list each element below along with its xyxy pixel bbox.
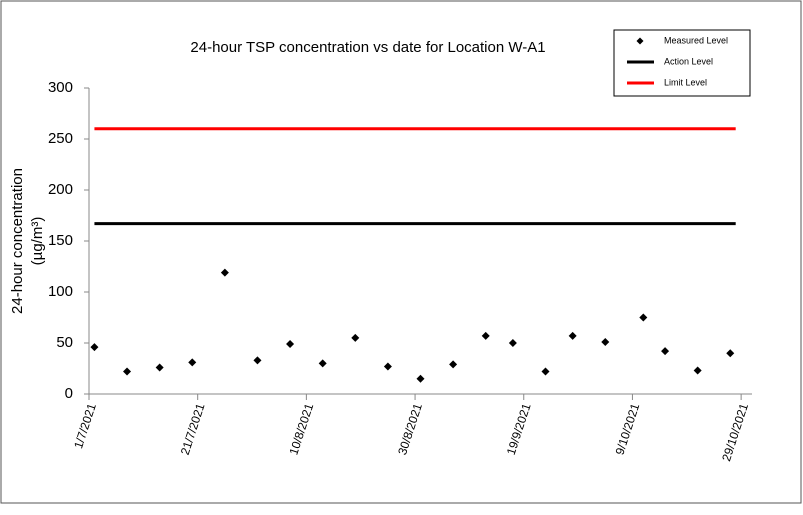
legend-label: Measured Level: [664, 35, 728, 45]
data-point: [639, 313, 648, 322]
y-axis-title: (µg/m³): [29, 217, 46, 266]
data-point: [726, 349, 735, 358]
legend-marker: [636, 37, 644, 45]
data-point: [661, 347, 670, 356]
data-point: [568, 331, 577, 340]
data-point: [383, 362, 392, 371]
legend-label: Action Level: [664, 56, 713, 66]
data-point: [541, 367, 550, 376]
data-point: [508, 339, 517, 347]
data-point: [90, 343, 99, 352]
y-tick-label: 300: [48, 79, 73, 96]
data-point: [318, 359, 327, 368]
data-point: [155, 363, 164, 372]
legend-label: Limit Level: [664, 77, 707, 87]
data-point: [286, 340, 295, 349]
data-point: [220, 268, 229, 277]
y-tick-label: 0: [65, 385, 73, 402]
y-tick-label: 100: [48, 283, 73, 300]
data-point: [693, 366, 702, 375]
data-point: [449, 360, 458, 369]
y-tick-label: 50: [56, 334, 73, 351]
data-point: [123, 367, 132, 376]
y-tick-label: 200: [48, 181, 73, 198]
data-point: [253, 356, 262, 365]
data-point: [481, 331, 490, 340]
data-point: [351, 333, 360, 342]
data-point: [601, 337, 610, 346]
y-tick-label: 250: [48, 130, 73, 147]
y-tick-label: 150: [48, 232, 73, 249]
data-point: [416, 374, 425, 383]
chart-title: 24-hour TSP concentration vs date for Lo…: [190, 39, 545, 56]
y-axis-title: 24-hour concentration: [9, 168, 26, 314]
data-point: [188, 358, 197, 367]
